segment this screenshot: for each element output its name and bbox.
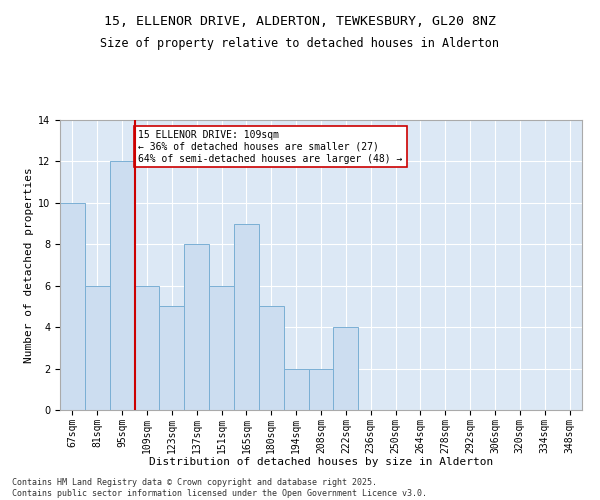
Bar bbox=[134, 286, 160, 410]
Bar bbox=[209, 286, 234, 410]
Bar bbox=[284, 368, 308, 410]
Y-axis label: Number of detached properties: Number of detached properties bbox=[24, 167, 34, 363]
Text: 15 ELLENOR DRIVE: 109sqm
← 36% of detached houses are smaller (27)
64% of semi-d: 15 ELLENOR DRIVE: 109sqm ← 36% of detach… bbox=[139, 130, 403, 164]
Bar bbox=[308, 368, 334, 410]
Text: Contains HM Land Registry data © Crown copyright and database right 2025.
Contai: Contains HM Land Registry data © Crown c… bbox=[12, 478, 427, 498]
Bar bbox=[60, 203, 85, 410]
X-axis label: Distribution of detached houses by size in Alderton: Distribution of detached houses by size … bbox=[149, 457, 493, 467]
Bar bbox=[334, 327, 358, 410]
Bar bbox=[259, 306, 284, 410]
Bar bbox=[85, 286, 110, 410]
Bar bbox=[110, 162, 134, 410]
Bar bbox=[234, 224, 259, 410]
Bar bbox=[184, 244, 209, 410]
Text: 15, ELLENOR DRIVE, ALDERTON, TEWKESBURY, GL20 8NZ: 15, ELLENOR DRIVE, ALDERTON, TEWKESBURY,… bbox=[104, 15, 496, 28]
Bar bbox=[160, 306, 184, 410]
Text: Size of property relative to detached houses in Alderton: Size of property relative to detached ho… bbox=[101, 38, 499, 51]
